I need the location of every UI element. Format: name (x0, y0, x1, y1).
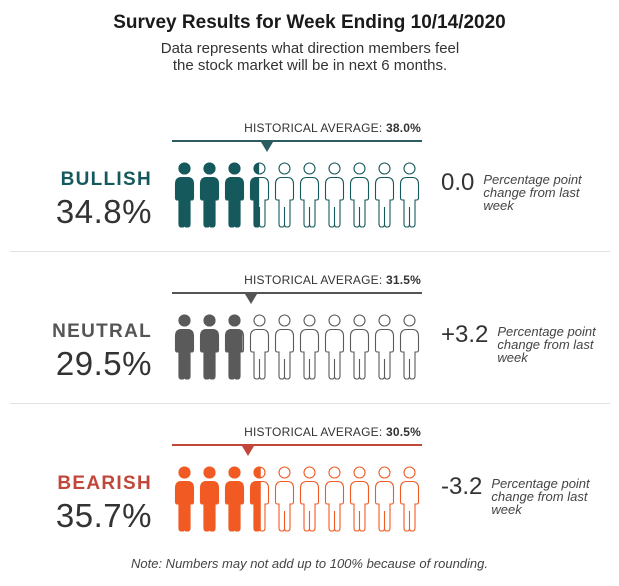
person-icon (374, 466, 395, 532)
change-value: 0.0 (441, 169, 475, 196)
footnote: Note: Numbers may not add up to 100% bec… (131, 556, 488, 571)
person-icon (174, 466, 195, 532)
person-icon (274, 466, 295, 532)
person-icon (399, 162, 420, 228)
person-icon (274, 162, 295, 228)
person-icon (324, 466, 345, 532)
category-value: 29.5% (55, 345, 152, 382)
historical-average-text: HISTORICAL AVERAGE: (244, 425, 383, 439)
person-icon (399, 314, 420, 380)
person-icon (174, 314, 195, 380)
person-icon (274, 314, 295, 380)
historical-average-marker (244, 294, 257, 304)
historical-average-value: 30.5% (385, 425, 421, 439)
person-icon (349, 162, 370, 228)
change-value: -3.2 (441, 473, 483, 500)
historical-average-label: HISTORICAL AVERAGE: 31.5% (244, 273, 421, 287)
category-value: 34.8% (55, 193, 152, 230)
historical-average-line (172, 140, 422, 142)
historical-average-text: HISTORICAL AVERAGE: (244, 121, 383, 135)
person-icon (349, 466, 370, 532)
person-icon (324, 314, 345, 380)
person-icon (324, 162, 345, 228)
person-icon (349, 314, 370, 380)
people-icons (174, 162, 420, 228)
person-icon (199, 314, 220, 380)
person-icon (249, 162, 270, 228)
section-divider (10, 251, 610, 252)
person-icon (224, 162, 245, 228)
person-icon (199, 466, 220, 532)
historical-average-value: 31.5% (385, 273, 421, 287)
person-icon (299, 162, 320, 228)
person-icon (299, 466, 320, 532)
historical-average-marker (261, 142, 273, 152)
historical-average-line (172, 444, 422, 446)
historical-average-marker (242, 446, 255, 456)
change-description: Percentage point change from last week (483, 172, 582, 213)
person-icon (224, 466, 245, 532)
people-icons (174, 466, 420, 532)
change-value: +3.2 (441, 321, 489, 348)
person-icon (174, 162, 195, 228)
neutral-section: HISTORICAL AVERAGE: 31.5% NEUTRAL 29.5% … (0, 152, 619, 382)
category-label: BULLISH (60, 169, 152, 190)
category-value: 35.7% (55, 497, 152, 534)
person-icon (249, 314, 270, 380)
people-icons (174, 314, 420, 380)
chart-title: Survey Results for Week Ending 10/14/202… (113, 12, 506, 33)
person-icon (249, 466, 270, 532)
bearish-section: HISTORICAL AVERAGE: 30.5% BEARISH 35.7% … (0, 304, 619, 534)
historical-average-text: HISTORICAL AVERAGE: (244, 273, 383, 287)
person-icon (399, 466, 420, 532)
person-icon (199, 162, 220, 228)
historical-average-line (172, 292, 422, 294)
change-description: Percentage point change from last week (491, 476, 590, 517)
change-description: Percentage point change from last week (497, 324, 596, 365)
historical-average-value: 38.0% (385, 121, 421, 135)
chart-subtitle: Data represents what direction members f… (160, 40, 460, 74)
historical-average-label: HISTORICAL AVERAGE: 30.5% (244, 425, 421, 439)
bullish-section: HISTORICAL AVERAGE: 38.0% BULLISH 34.8% … (0, 0, 619, 230)
historical-average-label: HISTORICAL AVERAGE: 38.0% (244, 121, 421, 135)
person-icon (374, 162, 395, 228)
category-label: BEARISH (57, 473, 152, 494)
person-icon (299, 314, 320, 380)
person-icon (374, 314, 395, 380)
person-icon (224, 314, 245, 380)
category-label: NEUTRAL (52, 321, 152, 342)
section-divider (10, 403, 610, 404)
